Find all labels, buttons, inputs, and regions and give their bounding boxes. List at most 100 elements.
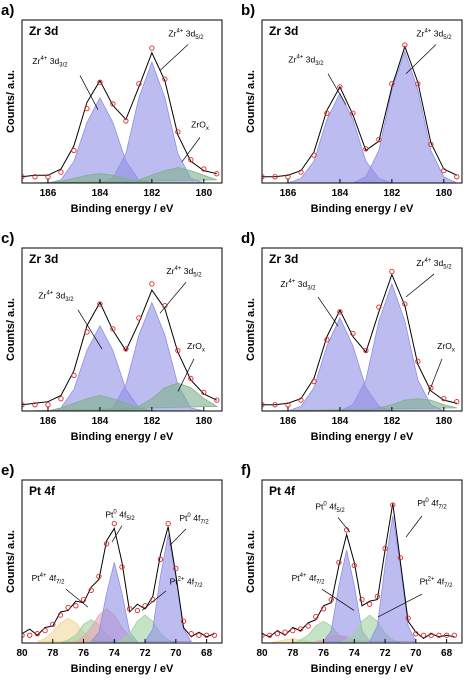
plot-area: [262, 42, 460, 183]
annotation-arrow: [159, 282, 187, 314]
panel: 186 184 182 180 c) Zr 3d Binding energy / eV Co…: [1, 230, 223, 443]
fit-marker: [180, 618, 187, 624]
peak-component: [22, 395, 217, 411]
fit-marker: [285, 402, 291, 408]
annotation-main: Zr: [32, 56, 40, 66]
annotation-main: Pt: [315, 501, 324, 511]
x-axis-label: Binding energy / eV: [71, 203, 174, 215]
peak-annotation: Zr4+ 3d5/2: [416, 28, 452, 41]
fit-marker: [97, 79, 103, 85]
peak-annotation: ZrOx: [437, 341, 455, 354]
annotation-arrow: [169, 528, 187, 546]
fit-marker: [376, 304, 382, 310]
annotation-sup: 4+: [300, 573, 307, 579]
x-tick-label: 184: [92, 188, 109, 199]
plot-border: [261, 19, 463, 184]
annotation-main: ZrO: [191, 120, 206, 130]
annotation-sup: 4+: [46, 291, 53, 297]
fit-marker: [441, 395, 447, 402]
y-axis-label: Counts/ a.u.: [5, 70, 17, 133]
panel-title: Zr 3d: [29, 24, 58, 38]
annotation-orbital: 4f: [437, 576, 445, 586]
fit-marker: [298, 169, 304, 175]
peak-component: [262, 398, 457, 411]
annotation-arrow: [77, 309, 103, 350]
fit-marker: [22, 402, 25, 408]
fit-marker: [149, 281, 155, 287]
fit-marker: [272, 402, 278, 408]
fit-marker: [214, 171, 220, 177]
panel-title: Zr 3d: [269, 252, 298, 266]
panel-title: Pt 4f: [29, 484, 56, 498]
annotation-arrow: [181, 137, 201, 163]
annotation-arrow: [317, 296, 339, 327]
x-tick-label: 70: [410, 648, 422, 659]
x-tick-label: 182: [144, 416, 161, 427]
fit-marker: [428, 141, 434, 147]
panel-label: a): [1, 2, 14, 19]
fit-marker: [389, 268, 395, 275]
fit-marker: [267, 632, 273, 638]
x-axis-label: Binding energy / eV: [71, 431, 174, 443]
fit-marker: [272, 174, 278, 180]
fit-marker: [363, 347, 369, 354]
x-axis-label: Binding energy / eV: [311, 203, 414, 215]
annotation-sub: x: [206, 126, 209, 132]
fit-marker: [214, 397, 220, 403]
annotation-sub: 5/2: [195, 35, 204, 41]
fit-marker: [397, 555, 404, 561]
fit-marker: [123, 118, 129, 124]
annotation-orbital: 4f: [329, 501, 337, 511]
annotation-orbital: 3d: [56, 291, 66, 301]
x-tick-label: 180: [195, 416, 212, 427]
plot-area: [22, 281, 220, 411]
fit-marker: [34, 631, 41, 637]
peak-component: [22, 301, 217, 411]
fit-marker: [262, 632, 265, 638]
x-tick-label: 180: [435, 416, 452, 427]
annotation-sub: 7/2: [200, 519, 209, 525]
fit-marker: [162, 76, 168, 82]
x-tick-label: 182: [384, 188, 401, 199]
fit-marker: [65, 604, 71, 610]
y-axis-label: Counts/ a.u.: [245, 70, 257, 133]
annotation-main: Pt: [170, 576, 179, 586]
x-tick-label: 186: [280, 416, 297, 427]
fit-marker: [324, 337, 330, 343]
panel: 186 184 182 180 d) Zr 3d Binding energy / eV Co…: [241, 230, 463, 443]
annotation-sub: 7/2: [194, 583, 203, 589]
fit-marker: [96, 573, 102, 579]
peak-component: [262, 49, 457, 183]
fit-marker: [175, 347, 181, 354]
peak-annotation: Pt2+ 4f7/2: [170, 576, 203, 589]
peak-component: [262, 92, 457, 183]
annotation-orbital: 4f: [193, 513, 201, 523]
fit-marker: [374, 593, 381, 600]
peak-component: [144, 534, 192, 642]
x-tick-label: 72: [380, 648, 392, 659]
fit-marker: [382, 545, 388, 552]
x-tick-label: 184: [92, 416, 109, 427]
annotation-main: Pt: [32, 573, 41, 583]
annotation-main: Pt: [420, 576, 429, 586]
fit-marker: [282, 629, 288, 635]
annotation-sup: 0: [323, 501, 327, 507]
fit-marker: [58, 395, 64, 402]
annotation-main: Pt: [105, 509, 114, 519]
fit-marker: [119, 564, 125, 570]
plot-area: [262, 268, 460, 411]
annotation-main: ZrO: [187, 341, 202, 351]
panel-title: Pt 4f: [269, 484, 296, 498]
fit-marker: [165, 521, 171, 527]
annotation-orbital: 3d: [298, 279, 308, 289]
annotation-sup: 4+: [40, 56, 47, 62]
peak-component: [22, 382, 219, 411]
fit-marker: [201, 389, 207, 396]
annotation-sub: x: [452, 348, 455, 354]
annotation-arrow: [405, 44, 437, 75]
x-axis-label: Binding energy / eV: [71, 663, 174, 675]
annotation-main: ZrO: [437, 341, 452, 351]
fit-marker: [405, 615, 411, 621]
fit-marker: [436, 632, 442, 638]
